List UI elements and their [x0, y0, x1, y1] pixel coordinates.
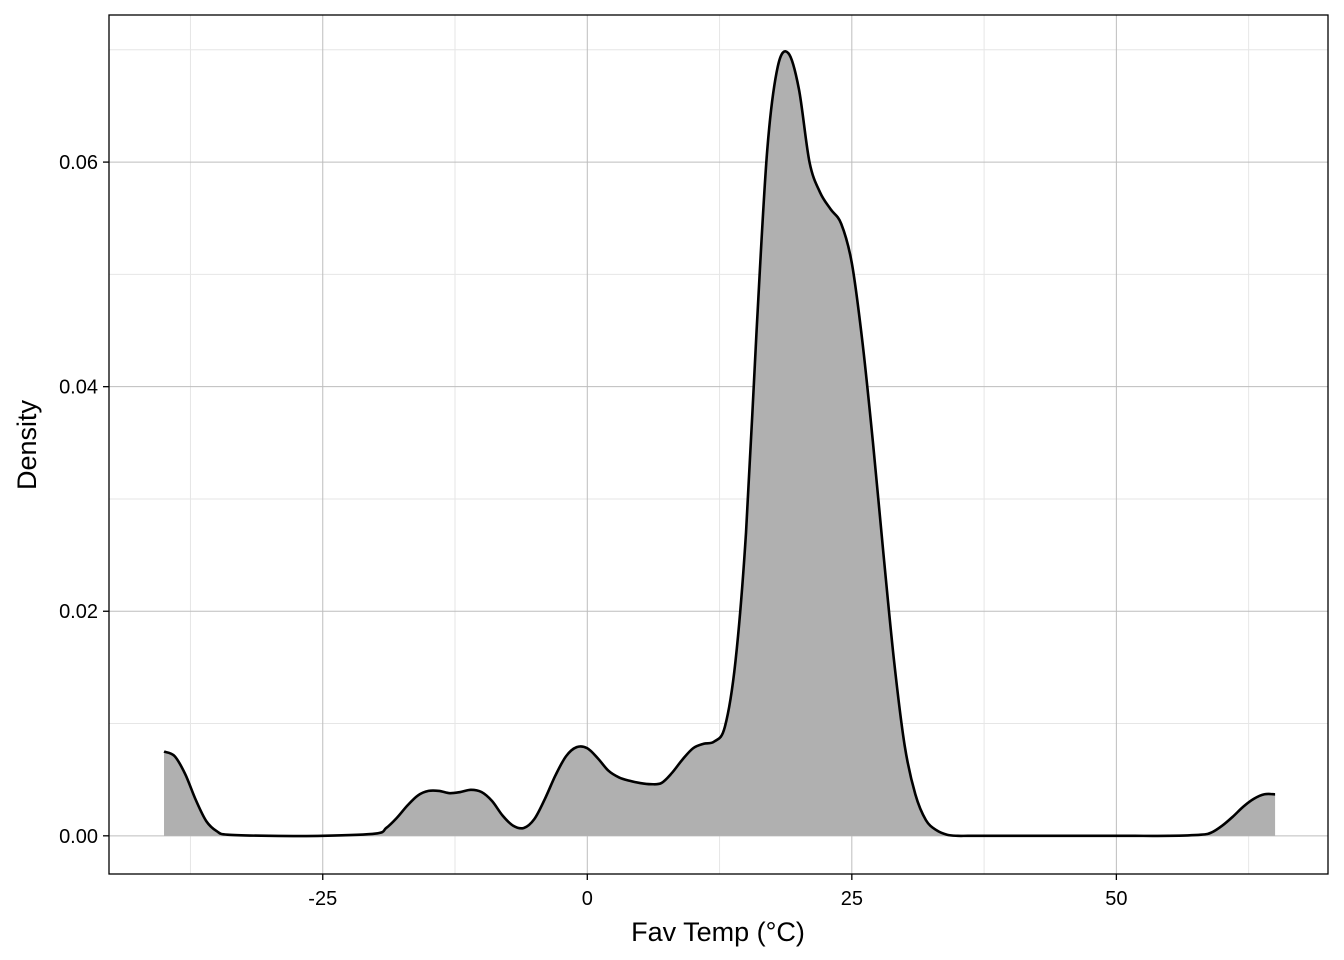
y-tick-label: 0.04 [59, 377, 98, 399]
density-line [163, 50, 1276, 838]
x-axis-title: Fav Temp (°C) [631, 917, 805, 947]
plot-border [108, 14, 1329, 875]
y-axis-title: Density [12, 399, 42, 490]
x-tick-label: 0 [582, 888, 593, 910]
y-tick-label: 0.02 [59, 601, 98, 623]
x-tick-label: 25 [841, 888, 863, 910]
y-tick-label: 0.06 [59, 152, 98, 174]
plot-panel [109, 15, 1328, 874]
minor-grid [109, 15, 1328, 874]
x-tick-label: -25 [308, 888, 337, 910]
y-tick-label: 0.00 [59, 826, 98, 848]
y-axis-ticks: 0.00 0.02 0.04 0.06 [59, 152, 109, 848]
x-axis-ticks: -25 0 25 50 [308, 874, 1127, 910]
x-tick-label: 50 [1105, 888, 1127, 910]
